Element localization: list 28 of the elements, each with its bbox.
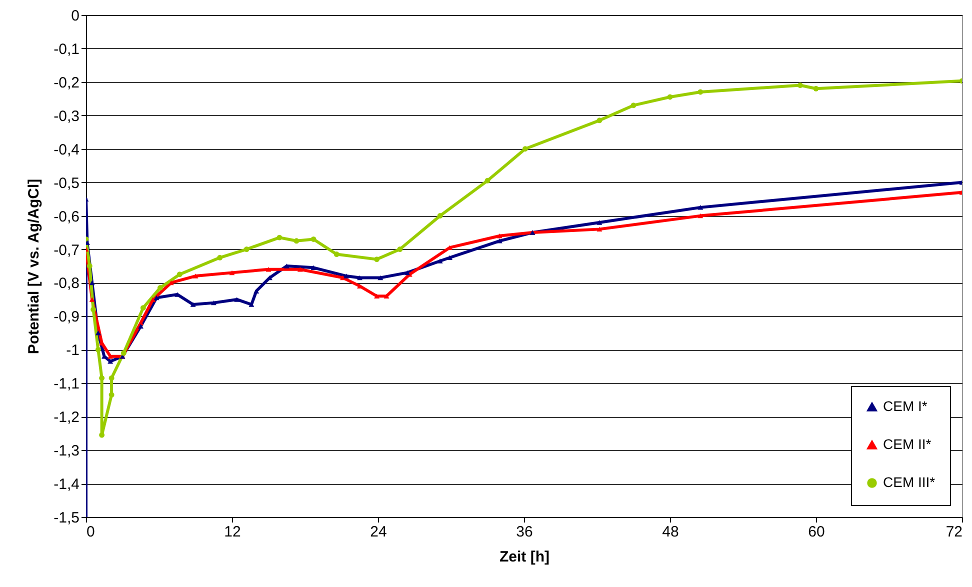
y-tick-label: -0,9 (54, 308, 80, 326)
y-tick-label: -0,5 (54, 174, 80, 192)
x-tick-label: 24 (370, 524, 387, 540)
legend-label: CEM III* (883, 474, 936, 490)
y-tick-label: -1,4 (54, 476, 80, 494)
y-tick-label: -0,2 (54, 74, 80, 92)
y-tick-label: -1,1 (54, 376, 80, 393)
y-tick-label: -0,8 (54, 275, 80, 292)
x-axis-title: Zeit [h] (500, 548, 550, 566)
legend-label: CEM II* (883, 436, 932, 452)
x-tick-label: 12 (224, 524, 241, 540)
y-tick-label: -1,3 (54, 442, 80, 460)
y-tick-label: -1,5 (54, 510, 80, 526)
y-tick-label: -0,7 (54, 242, 80, 259)
y-tick-label: -0,3 (54, 108, 80, 125)
legend-label: CEM I* (883, 398, 928, 414)
y-tick-label: -1 (66, 342, 80, 360)
y-tick-label: -0,1 (54, 40, 80, 58)
y-tick-label: -0,4 (54, 141, 80, 158)
x-tick-label: 60 (808, 524, 825, 540)
y-axis-title: Potential [V vs. Ag/AgCl] (26, 178, 43, 354)
x-tick-label: 48 (662, 524, 679, 540)
x-tick-label: 72 (946, 524, 962, 540)
y-tick-label: -1,2 (54, 409, 80, 426)
y-tick-label: 0 (71, 8, 80, 24)
x-tick-label: 36 (516, 524, 533, 540)
y-tick-label: -0,6 (54, 208, 80, 226)
x-tick-label: 0 (86, 524, 95, 540)
